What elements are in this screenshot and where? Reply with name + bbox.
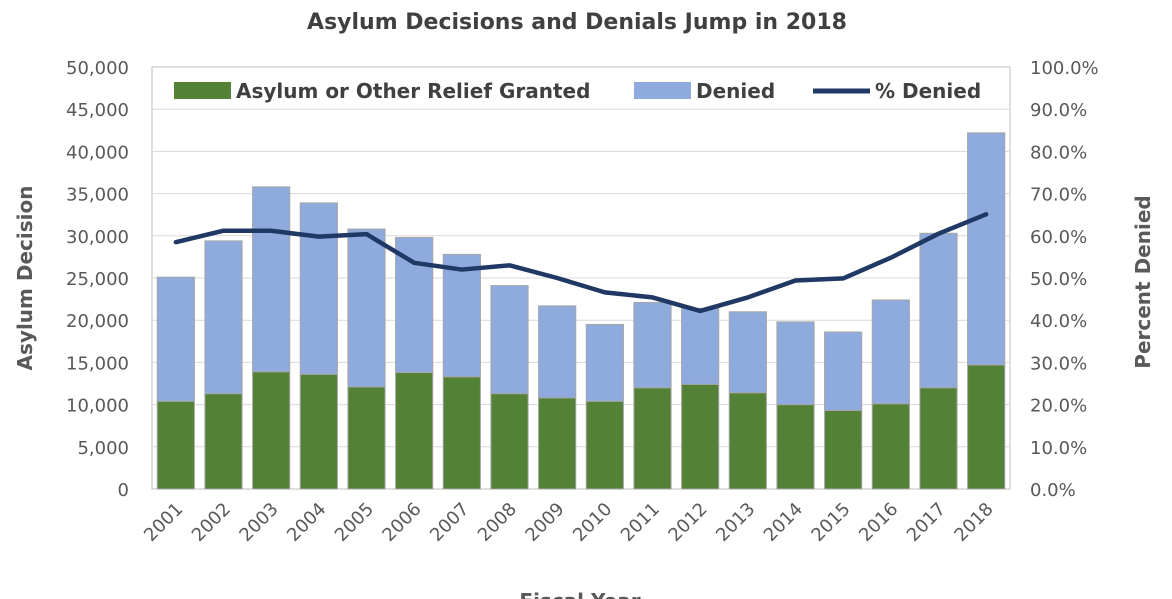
y2-tick-label: 90.0%: [1030, 100, 1087, 121]
y2-axis-title: Percent Denied: [1131, 195, 1155, 368]
x-tick-label: 2017: [903, 499, 950, 546]
bar-granted: [156, 400, 195, 490]
y2-tick-label: 70.0%: [1030, 185, 1087, 206]
bar-granted: [919, 387, 958, 490]
bar-granted: [252, 371, 291, 490]
x-tick-label: 2018: [950, 499, 997, 546]
y-tick-label: 20,000: [66, 311, 129, 332]
bar-denied: [156, 276, 195, 402]
y-tick-label: 25,000: [66, 269, 129, 290]
bar-granted: [728, 392, 767, 490]
x-tick-label: 2006: [378, 499, 425, 546]
y-tick-label: 5,000: [77, 438, 129, 459]
x-axis-ticks: 2001 2002 2003 2004 2005 2006 2007 2008 2009 2010…: [140, 499, 998, 546]
bar-granted: [442, 376, 481, 490]
bar-granted: [871, 403, 910, 490]
y-axis-title: Asylum Decision: [13, 186, 37, 371]
y2-tick-label: 10.0%: [1030, 438, 1087, 459]
y-tick-label: 0: [118, 480, 129, 501]
x-tick-label: 2009: [521, 499, 568, 546]
legend-swatch-denied: [634, 82, 691, 99]
x-tick-label: 2001: [140, 499, 187, 546]
bar-granted: [776, 404, 815, 490]
bars: [156, 132, 1006, 490]
y-tick-label: 45,000: [66, 100, 129, 121]
bar-granted: [538, 397, 577, 490]
x-tick-label: 2011: [617, 499, 664, 546]
legend-label-denied: Denied: [696, 79, 775, 103]
x-axis-title: Fiscal Year: [519, 589, 640, 599]
y2-tick-label: 20.0%: [1030, 396, 1087, 417]
bar-denied: [395, 236, 434, 374]
bar-granted: [490, 393, 529, 490]
y2-tick-label: 80.0%: [1030, 142, 1087, 163]
bar-granted: [633, 387, 672, 490]
bar-denied: [776, 321, 815, 406]
percent-line: [173, 212, 989, 314]
x-tick-label: 2005: [331, 499, 378, 546]
legend-swatch-granted: [174, 82, 231, 99]
x-tick-label: 2013: [712, 499, 759, 546]
bar-granted: [299, 373, 338, 490]
x-tick-label: 2007: [426, 499, 473, 546]
y2-tick-label: 100.0%: [1030, 58, 1099, 79]
bar-denied: [967, 132, 1006, 366]
bar-denied: [824, 331, 863, 412]
legend-label-granted: Asylum or Other Relief Granted: [236, 79, 590, 103]
bar-denied: [490, 285, 529, 395]
bar-granted: [585, 400, 624, 490]
y2-tick-label: 30.0%: [1030, 353, 1087, 374]
x-tick-label: 2015: [807, 499, 854, 546]
legend-label-percent: % Denied: [875, 79, 981, 103]
y2-tick-label: 50.0%: [1030, 269, 1087, 290]
bar-denied: [299, 202, 338, 375]
x-tick-label: 2002: [188, 499, 235, 546]
left-axis-ticks: 0 5,000 10,000 15,000 20,000 25,000 30,000 35,0…: [66, 58, 129, 501]
bar-granted: [681, 383, 720, 490]
bar-denied: [442, 253, 481, 378]
bar-denied: [585, 323, 624, 402]
bar-granted: [204, 393, 243, 490]
bar-denied: [871, 299, 910, 405]
bar-denied: [728, 311, 767, 394]
bar-denied: [633, 301, 672, 389]
bar-denied: [204, 240, 243, 395]
bar-denied: [919, 232, 958, 389]
y2-tick-label: 0.0%: [1030, 480, 1076, 501]
y2-tick-label: 60.0%: [1030, 227, 1087, 248]
y-tick-label: 40,000: [66, 142, 129, 163]
x-tick-label: 2008: [474, 499, 521, 546]
bar-granted: [967, 364, 1006, 490]
x-tick-label: 2004: [283, 499, 330, 546]
bar-denied: [681, 307, 720, 385]
x-tick-label: 2012: [664, 499, 711, 546]
y2-tick-label: 40.0%: [1030, 311, 1087, 332]
y-tick-label: 30,000: [66, 227, 129, 248]
percent-denied-line: [173, 212, 989, 314]
bar-granted: [395, 372, 434, 490]
right-axis-ticks: 0.0% 10.0% 20.0% 30.0% 40.0% 50.0% 60.0% 70.0% 8…: [1030, 58, 1099, 501]
bar-denied: [538, 305, 577, 399]
bar-granted: [824, 410, 863, 490]
chart-title: Asylum Decisions and Denials Jump in 201…: [307, 10, 847, 35]
y-tick-label: 10,000: [66, 396, 129, 417]
x-tick-label: 2010: [569, 499, 616, 546]
y-tick-label: 50,000: [66, 58, 129, 79]
bar-denied: [252, 186, 291, 373]
x-tick-label: 2016: [855, 499, 902, 546]
y-tick-label: 35,000: [66, 185, 129, 206]
x-tick-label: 2003: [235, 499, 282, 546]
gridlines: [152, 108, 1010, 448]
x-tick-label: 2014: [760, 499, 807, 546]
legend: Asylum or Other Relief Granted Denied % …: [174, 79, 981, 103]
y-tick-label: 15,000: [66, 353, 129, 374]
bar-denied: [347, 228, 386, 388]
bar-granted: [347, 386, 386, 490]
